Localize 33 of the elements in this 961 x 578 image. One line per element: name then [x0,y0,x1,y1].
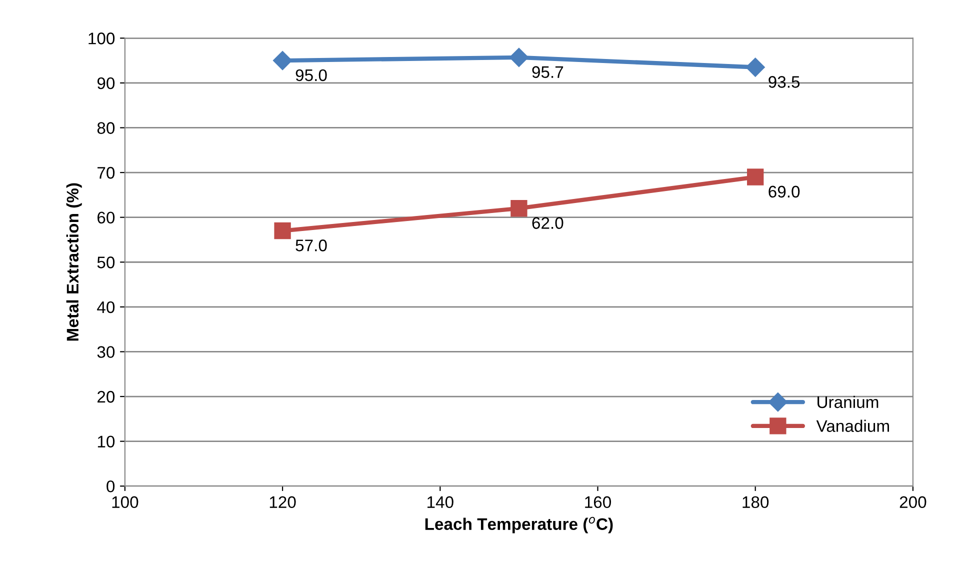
y-tick-label: 70 [98,166,115,179]
point [746,58,765,77]
point [274,222,291,240]
point [509,48,528,67]
data-label: 95.7 [532,66,564,78]
y-tick-label: 60 [98,212,115,224]
y-tick-label: 20 [98,390,115,403]
x-tick-label: 180 [742,496,769,508]
x-tick-label: 140 [428,496,454,508]
point [747,168,764,186]
data-label: 62.0 [532,217,564,229]
point [273,51,292,70]
data-label: 69.0 [768,186,800,198]
y-tick-label: 90 [97,77,115,90]
legend-label: Vanadium [816,420,889,432]
x-tick-label: 100 [112,496,138,508]
point [510,200,528,217]
legend-label: Uranium [818,396,878,408]
data-label: 93.5 [768,76,800,88]
x-tick-label: 120 [270,496,296,508]
y-tick-label: 0 [106,480,115,492]
y-tick-label: 50 [97,256,115,268]
y-tick-label: 30 [97,346,115,358]
data-label: 57.0 [296,240,327,252]
data-label: 95.0 [296,69,327,82]
y-tick-label: 40 [97,301,115,314]
y-tick-label: 80 [97,122,115,134]
y-axis-title: Metal Extraction (%) [66,183,82,341]
x-axis-title: Leach Temperature ($^{o}$C) [425,516,613,534]
x-tick-label: 200 [900,496,926,508]
y-tick-label: 100 [88,32,115,44]
x-tick-label: 160 [585,496,611,508]
y-tick-label: 10 [98,436,115,448]
